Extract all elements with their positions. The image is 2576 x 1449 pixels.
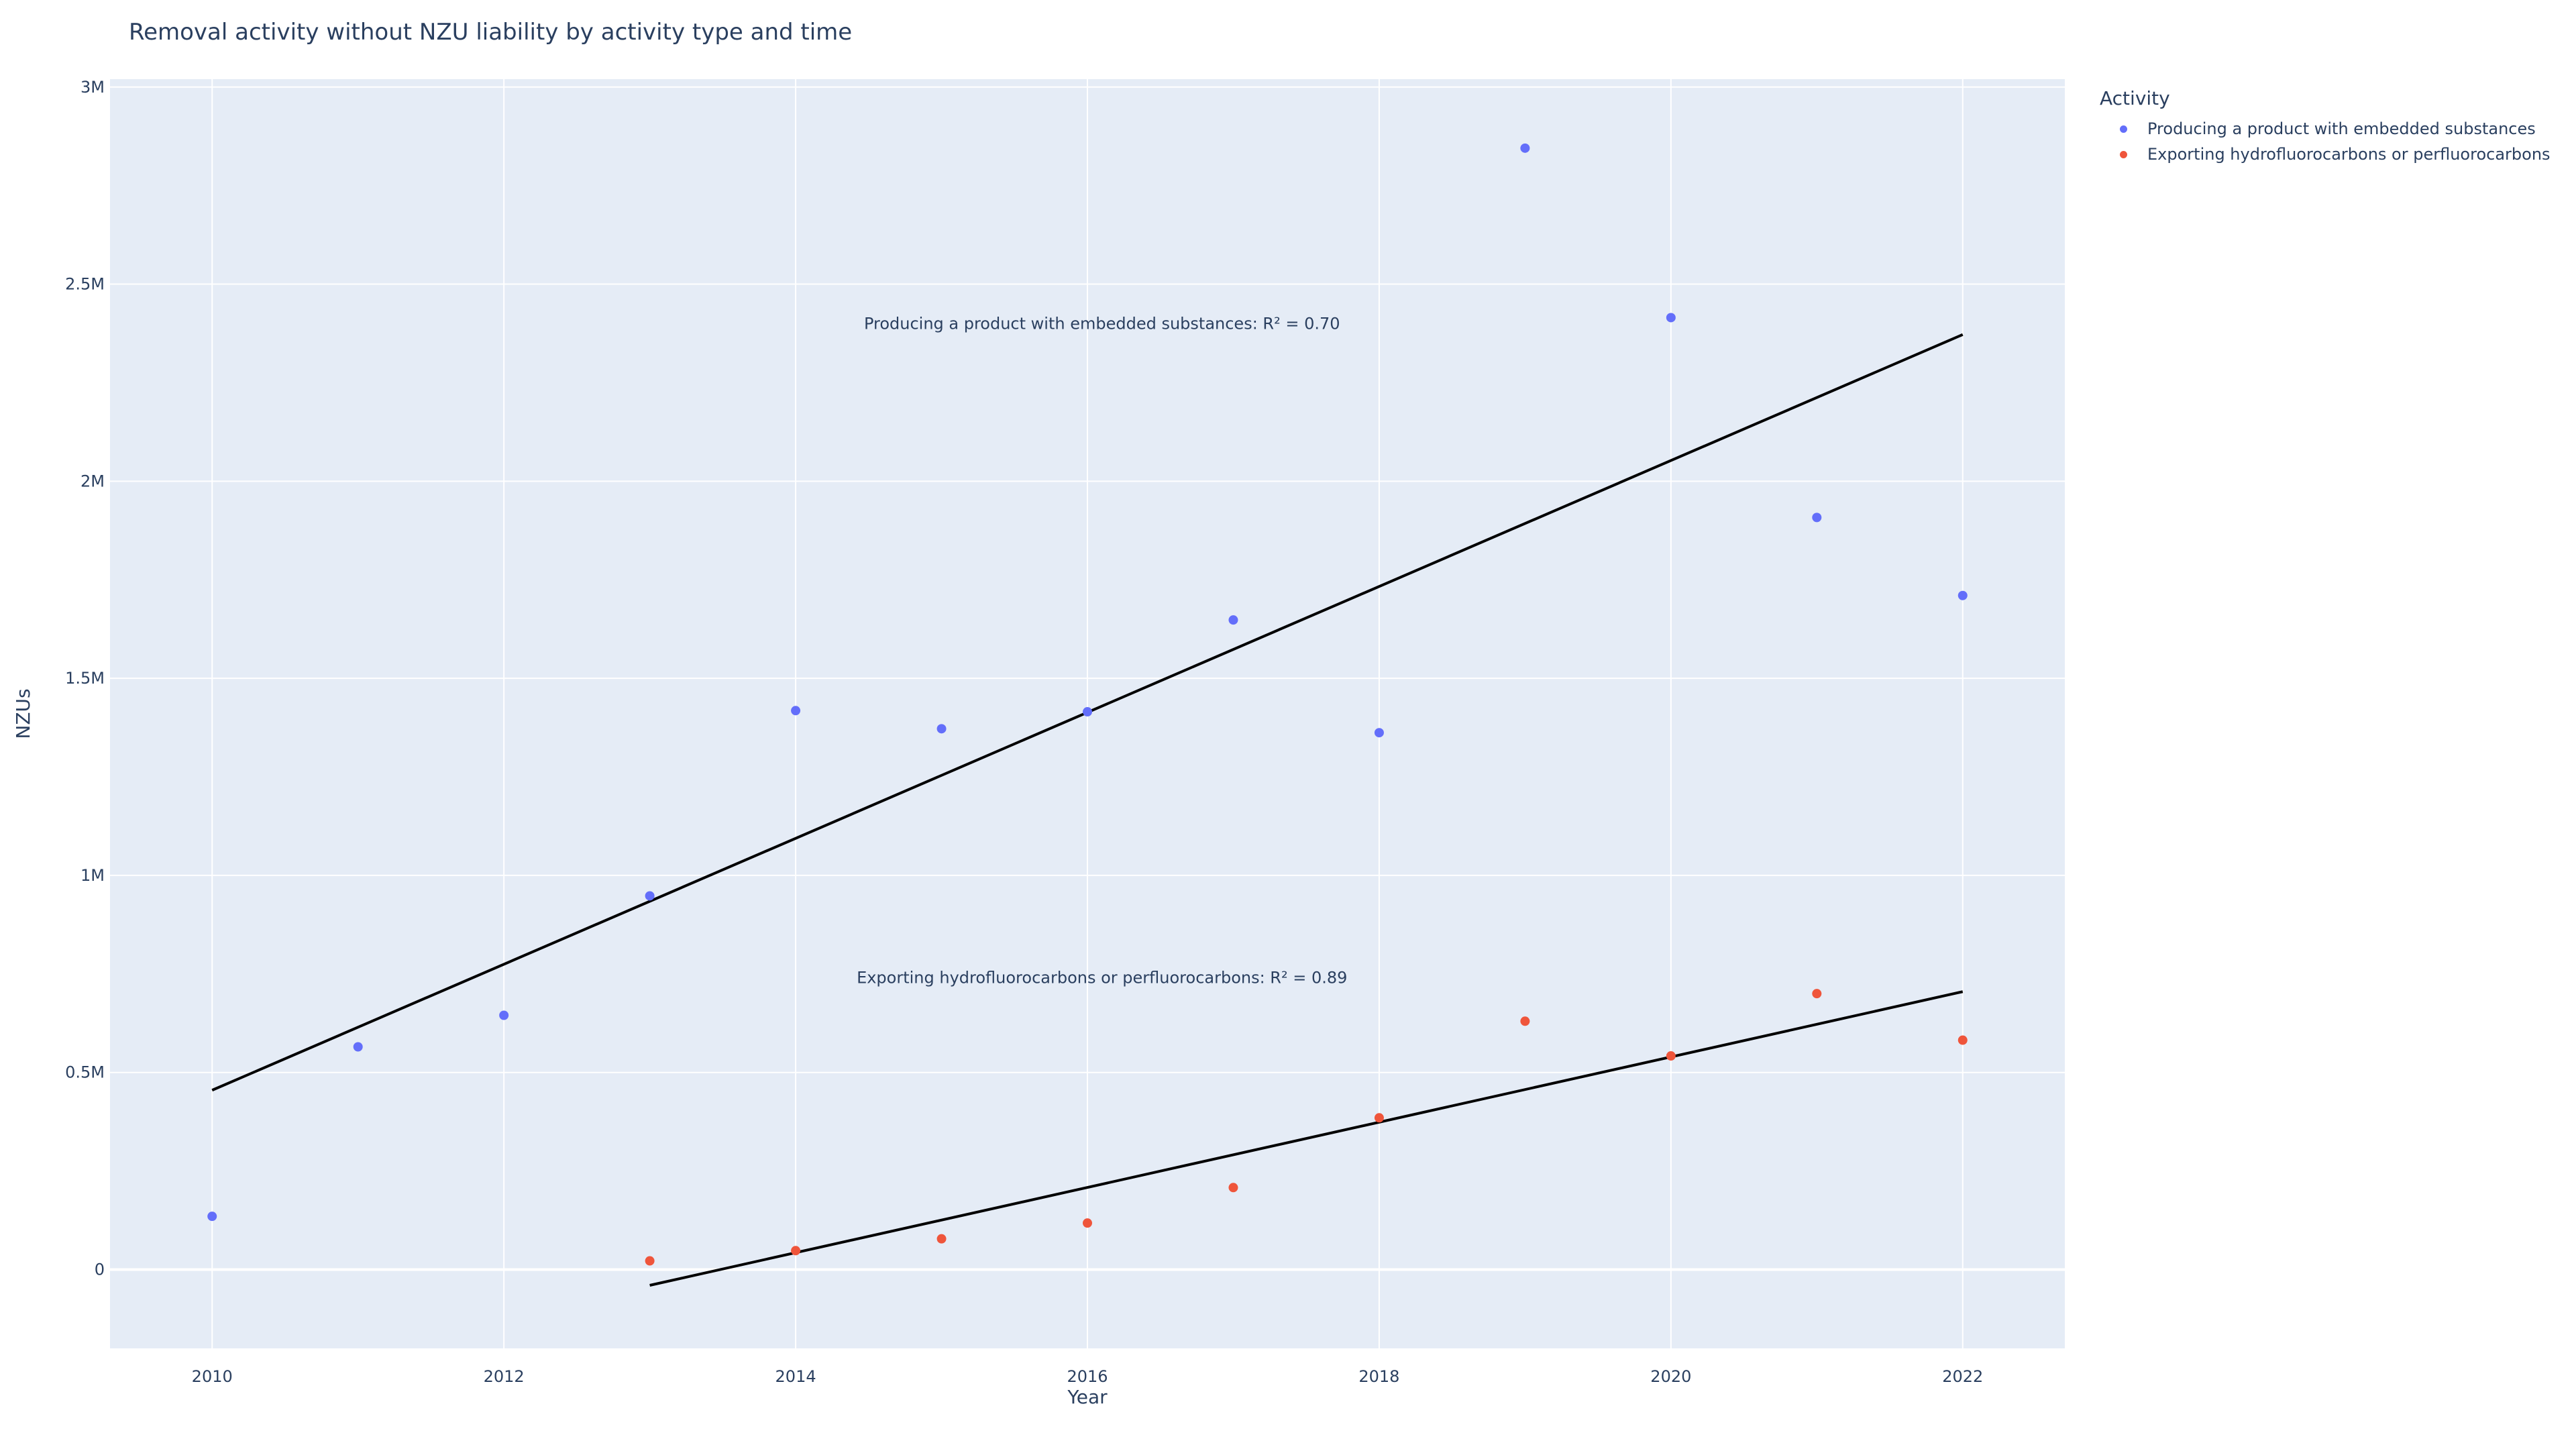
y-tick-label: 0 <box>95 1260 105 1279</box>
data-points[interactable] <box>207 143 1968 1266</box>
data-point[interactable] <box>1812 989 1822 999</box>
data-point[interactable] <box>645 891 655 901</box>
grid-lines <box>110 79 2065 1348</box>
data-point[interactable] <box>207 1212 217 1222</box>
data-point[interactable] <box>1228 615 1238 625</box>
x-tick-label: 2018 <box>1358 1367 1399 1386</box>
data-point[interactable] <box>1957 1035 1968 1045</box>
y-tick-label: 1M <box>80 866 105 885</box>
x-tick-label: 2020 <box>1650 1367 1691 1386</box>
legend-label: Producing a product with embedded substa… <box>2147 119 2536 138</box>
data-point[interactable] <box>1083 707 1092 717</box>
data-point[interactable] <box>1666 1051 1676 1061</box>
data-point[interactable] <box>1520 1016 1530 1026</box>
data-point[interactable] <box>791 1246 801 1256</box>
y-axis-label: NZUs <box>12 688 34 739</box>
data-point[interactable] <box>936 1234 947 1244</box>
data-point[interactable] <box>936 724 947 734</box>
legend-item-producing[interactable]: Producing a product with embedded substa… <box>2100 116 2551 142</box>
x-tick-label: 2016 <box>1067 1367 1108 1386</box>
x-tick-label: 2012 <box>484 1367 525 1386</box>
legend-marker-icon <box>2120 125 2127 133</box>
data-point[interactable] <box>1374 1113 1384 1123</box>
legend: Activity Producing a product with embedd… <box>2100 87 2551 167</box>
data-point[interactable] <box>1083 1218 1092 1228</box>
y-tick-label: 1.5M <box>65 669 105 688</box>
y-tick-label: 0.5M <box>65 1063 105 1082</box>
data-point[interactable] <box>791 706 801 716</box>
data-point[interactable] <box>645 1256 655 1266</box>
data-point[interactable] <box>499 1010 509 1020</box>
data-point[interactable] <box>1374 728 1384 738</box>
data-point[interactable] <box>1666 313 1676 323</box>
data-point[interactable] <box>1228 1183 1238 1193</box>
x-tick-label: 2014 <box>775 1367 816 1386</box>
legend-title: Activity <box>2100 87 2170 109</box>
legend-item-exporting[interactable]: Exporting hydrofluorocarbons or perfluor… <box>2100 142 2551 167</box>
y-tick-label: 2.5M <box>65 275 105 294</box>
data-point[interactable] <box>1812 513 1822 523</box>
x-tick-label: 2022 <box>1942 1367 1983 1386</box>
y-tick-label: 2M <box>80 472 105 490</box>
data-point[interactable] <box>353 1042 363 1052</box>
r-squared-annotation: Exporting hydrofluorocarbons or perfluor… <box>857 969 1347 987</box>
annotations: Producing a product with embedded substa… <box>857 314 1347 987</box>
legend-marker-icon <box>2120 150 2127 158</box>
x-axis-label: Year <box>1067 1386 1108 1408</box>
chart-title: Removal activity without NZU liability b… <box>129 19 853 46</box>
r-squared-annotation: Producing a product with embedded substa… <box>864 314 1340 333</box>
x-tick-label: 2010 <box>192 1367 233 1386</box>
data-point[interactable] <box>1957 590 1968 600</box>
axis-ticks: 2010 2012 2014 2016 2018 2020 2022 0 0.5M 1M 1.5M 2… <box>65 78 1983 1386</box>
legend-label: Exporting hydrofluorocarbons or perfluor… <box>2147 145 2551 164</box>
trendline-series-1 <box>649 990 1964 1287</box>
y-tick-label: 3M <box>80 78 105 97</box>
data-point[interactable] <box>1520 143 1530 153</box>
